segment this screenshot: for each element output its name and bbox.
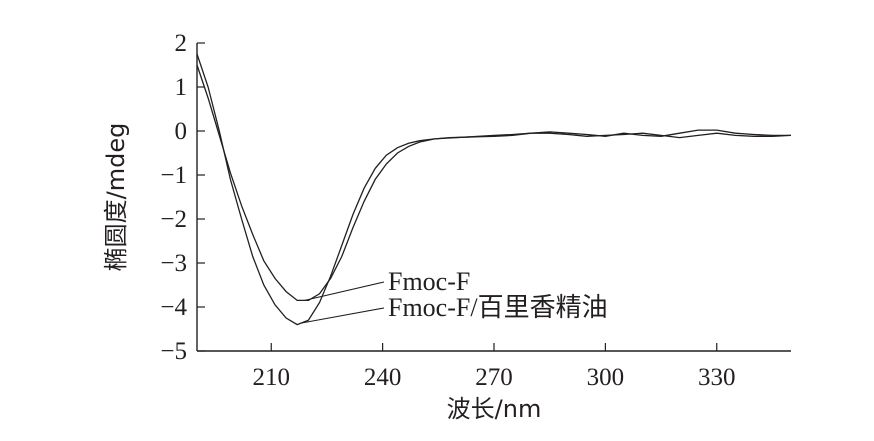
- y-tick-label: 0: [175, 118, 188, 145]
- x-ticks: 210 240 270 300 330: [253, 343, 736, 391]
- y-ticks: 2 1 0 −1 −2 −3 −4 −5: [160, 30, 205, 365]
- y-tick-label: 2: [175, 30, 188, 57]
- y-tick-label: −5: [160, 338, 187, 365]
- x-axis-label: 波长/nm: [447, 395, 542, 423]
- y-axis-label: 椭圆度/mdeg: [102, 123, 130, 272]
- x-tick-label: 270: [475, 364, 513, 391]
- y-tick-label: −4: [160, 294, 187, 321]
- series-line-1: [196, 53, 792, 326]
- y-tick-label: −1: [160, 162, 187, 189]
- annotation-fmoc-f: Fmoc-F: [388, 267, 470, 296]
- annotation-leader-line: [304, 281, 385, 301]
- y-tick-label: 1: [175, 74, 188, 101]
- x-tick-label: 300: [587, 364, 625, 391]
- y-tick-label: −2: [160, 206, 187, 233]
- x-tick-label: 210: [253, 364, 291, 391]
- annotation-leaders: [300, 281, 385, 324]
- series-line-0: [196, 64, 791, 302]
- y-tick-label: −3: [160, 250, 187, 277]
- x-tick-label: 240: [364, 364, 402, 391]
- x-tick-label: 330: [698, 364, 736, 391]
- annotation-fmoc-f-thyme-oil: Fmoc-F/百里香精油: [388, 293, 608, 322]
- series-lines: [196, 53, 792, 326]
- annotation-leader-line: [300, 307, 385, 324]
